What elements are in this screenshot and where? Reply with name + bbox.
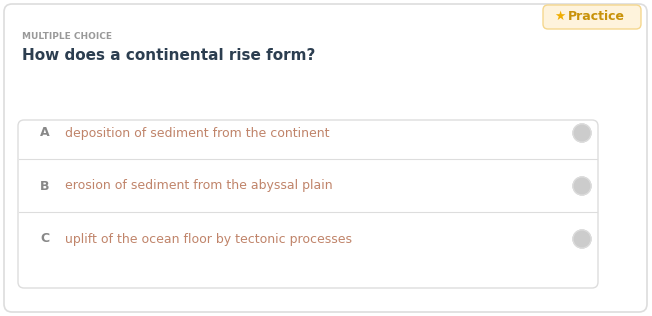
FancyBboxPatch shape <box>18 120 598 288</box>
Text: How does a continental rise form?: How does a continental rise form? <box>22 48 316 63</box>
Circle shape <box>573 124 591 142</box>
FancyBboxPatch shape <box>4 4 647 312</box>
FancyBboxPatch shape <box>543 5 641 29</box>
Text: MULTIPLE CHOICE: MULTIPLE CHOICE <box>22 32 112 41</box>
Text: A: A <box>40 126 50 139</box>
Text: B: B <box>40 179 50 192</box>
Text: uplift of the ocean floor by tectonic processes: uplift of the ocean floor by tectonic pr… <box>65 233 352 246</box>
Text: erosion of sediment from the abyssal plain: erosion of sediment from the abyssal pla… <box>65 179 333 192</box>
Text: Practice: Practice <box>568 9 625 22</box>
Circle shape <box>573 177 591 195</box>
Circle shape <box>573 230 591 248</box>
Text: C: C <box>40 233 49 246</box>
Text: deposition of sediment from the continent: deposition of sediment from the continen… <box>65 126 329 139</box>
Text: ★: ★ <box>554 9 565 22</box>
